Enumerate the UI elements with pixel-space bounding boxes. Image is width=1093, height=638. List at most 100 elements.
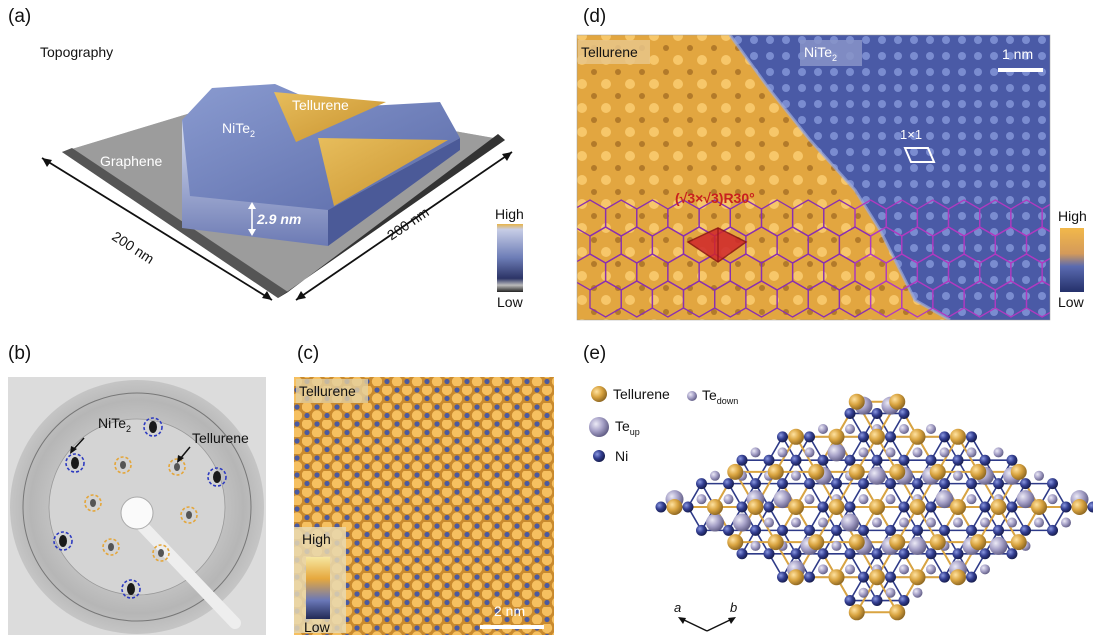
te-atom <box>818 424 828 435</box>
te-atom <box>1016 490 1035 509</box>
tellurene-spot-marker <box>114 456 132 474</box>
recon-label-d: (√3×√3)R30° <box>675 190 755 206</box>
legend-te-up-ball <box>589 417 609 437</box>
ni-atom <box>939 478 950 490</box>
diffraction-spot <box>71 457 79 469</box>
tellurene-atom <box>929 463 946 480</box>
colorbar-a <box>497 224 523 292</box>
ni-atom <box>966 571 977 583</box>
panel-a: (a) Topography <box>0 0 560 320</box>
te-atom <box>989 536 1008 555</box>
tellurene-atom <box>970 534 987 551</box>
diffraction-spot <box>158 549 164 557</box>
ni-atom <box>804 571 815 583</box>
ni-atom <box>993 524 1004 536</box>
colorbar-c <box>306 557 330 619</box>
ni-atom <box>777 524 788 536</box>
ni-atom <box>939 571 950 583</box>
diffraction-spot <box>108 543 114 551</box>
diffraction-spot <box>149 421 157 433</box>
ni-atom <box>831 524 842 536</box>
te-atom <box>791 517 801 528</box>
panel-d: (d) <box>570 0 1093 330</box>
panel-e: (e) Tellurene Tedown Teup Ni a b <box>572 335 1093 638</box>
te-atom <box>912 447 923 458</box>
tellurene-atom <box>990 499 1007 515</box>
tellurene-atom <box>848 393 865 410</box>
ni-atom <box>844 548 856 560</box>
te-atom <box>1034 517 1044 528</box>
diffraction-spot <box>213 471 221 483</box>
te-atom <box>777 447 788 458</box>
te-atom <box>750 447 761 458</box>
ni-atom <box>939 524 950 536</box>
stm-image-c <box>294 377 554 635</box>
hex-cell <box>1089 281 1093 317</box>
ni-atom <box>1047 478 1058 490</box>
tellurene-atom <box>950 569 966 586</box>
te-atom <box>723 494 734 505</box>
te-atom <box>926 564 936 575</box>
ni-atom <box>898 501 910 513</box>
diffraction-spot <box>127 583 135 595</box>
axis-b-arrow <box>706 618 733 632</box>
tellurene-label-b: Tellurene <box>192 430 249 446</box>
te-atom <box>831 540 842 551</box>
ni-atom <box>898 454 910 466</box>
stm-image-d <box>576 34 1093 321</box>
te-atom <box>953 470 963 481</box>
tellurene-label-c: Tellurene <box>299 383 356 399</box>
ni-atom <box>790 454 802 466</box>
te-atom <box>764 517 774 528</box>
crystal-lattice <box>655 393 1093 621</box>
ni-atom <box>790 548 802 560</box>
ni-atom <box>898 548 910 560</box>
te-atom <box>908 536 927 555</box>
legend-ni-label: Ni <box>615 448 629 464</box>
te-atom <box>993 447 1004 458</box>
ni-atom <box>858 571 869 583</box>
hex-cell <box>1025 280 1050 318</box>
honeycomb-overlay <box>577 199 1093 318</box>
tellurene-atom <box>950 428 966 445</box>
hex-cell <box>1089 227 1093 263</box>
ni-atom <box>1060 501 1072 513</box>
tellurene-spot-marker <box>152 544 170 562</box>
tellurene-atom <box>788 499 804 515</box>
tellurene-atom <box>788 569 804 586</box>
te-atom <box>827 443 846 462</box>
te-atom <box>858 587 869 598</box>
tellurene-atom <box>1010 463 1027 480</box>
ni-atom <box>979 548 991 560</box>
panel-c-label: (c) <box>297 343 320 364</box>
tellurene-atom <box>869 428 885 445</box>
te-atom <box>804 494 815 505</box>
ni-atom <box>925 501 937 513</box>
panel-d-label: (d) <box>583 6 607 27</box>
te-atom <box>868 466 886 485</box>
te-atom <box>1007 517 1017 528</box>
nite2-label-a: NiTe2 <box>222 120 256 139</box>
ni-atom <box>1047 524 1058 536</box>
ni-atom <box>939 431 950 443</box>
tellurene-atom <box>970 463 987 480</box>
legend-te-down-ball <box>687 391 697 401</box>
te-atom <box>841 513 859 532</box>
ni-atom <box>817 501 829 513</box>
tellurene-atom <box>889 463 906 480</box>
ni-atom <box>885 431 896 443</box>
right-dimension-arrow <box>295 151 513 301</box>
sample-holder <box>124 507 241 629</box>
te-atom <box>885 447 896 458</box>
ni-atom <box>804 478 815 490</box>
diffraction-spot <box>59 535 67 547</box>
te-atom <box>935 490 954 509</box>
tellurene-atom <box>889 534 906 551</box>
ni-atom <box>912 478 923 490</box>
tellurene-spot-marker <box>102 538 120 556</box>
colorbar-d-high: High <box>1058 208 1087 224</box>
te-atom <box>818 564 828 575</box>
ni-atom <box>696 478 707 490</box>
ni-atom <box>804 524 815 536</box>
ni-atom <box>844 501 856 513</box>
